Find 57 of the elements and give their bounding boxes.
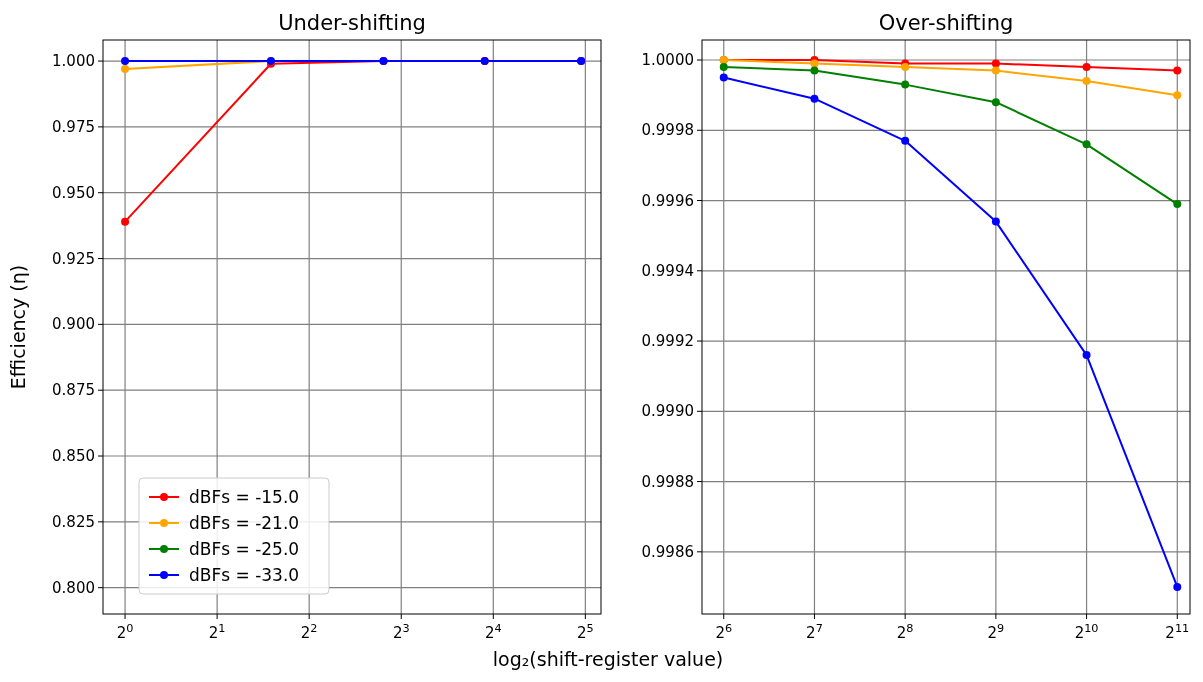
y-tick-label: 1.0000 [641,51,694,70]
x-axis-title: log₂(shift-register value) [492,648,724,670]
y-tick-label: 0.9986 [641,542,694,561]
x-tick-label: 2$^{0}$ [116,621,134,642]
x-tick-label: 2$^{1}$ [208,621,226,642]
point [810,66,819,75]
point [1173,91,1182,100]
y-tick-label: 0.800 [52,578,95,597]
x-tick-label: 2$^{10}$ [1074,621,1099,642]
legend-label: dBFs = -33.0 [189,565,300,585]
y-tick-label: 0.9990 [641,402,694,421]
point [1082,351,1091,360]
x-tick-label: 2$^{2}$ [300,621,318,642]
y-tick-label: 0.950 [52,183,95,202]
y-axis-title: Efficiency (η) [7,264,29,390]
x-tick-label: 2$^{11}$ [1165,621,1190,642]
point [991,59,1000,68]
point [1082,140,1091,149]
y-tick-label: 0.875 [52,381,95,400]
y-tick-label: 0.9998 [641,121,694,140]
x-tick-label: 2$^{6}$ [715,621,733,642]
point [991,66,1000,75]
y-tick-label: 1.000 [52,52,95,71]
point [1082,63,1091,72]
x-tick-label: 2$^{3}$ [392,621,410,642]
x-tick-label: 2$^{7}$ [806,621,823,642]
point [901,136,910,145]
y-tick-label: 0.925 [52,249,95,268]
point [1173,66,1182,75]
chart-title: Under-shifting [278,11,426,35]
y-tick-label: 0.850 [52,447,95,466]
point [991,217,1000,226]
point [901,63,910,72]
point [991,98,1000,107]
point [810,59,819,68]
y-tick-label: 0.9992 [641,332,694,351]
y-tick-label: 0.975 [52,117,95,136]
x-tick-label: 2$^{5}$ [577,621,594,642]
legend-label: dBFs = -25.0 [189,539,300,559]
point [1173,582,1182,591]
point [719,63,728,72]
y-tick-label: 0.9996 [641,191,694,210]
x-tick-label: 2$^{4}$ [484,621,502,642]
x-tick-label: 2$^{9}$ [987,621,1005,642]
point [901,80,910,89]
point [810,94,819,103]
legend-label: dBFs = -15.0 [189,487,300,507]
chart-title: Over-shifting [878,11,1014,35]
y-tick-label: 0.900 [52,315,95,334]
point [1082,77,1091,86]
y-tick-label: 0.9994 [641,261,694,280]
legend-label: dBFs = -21.0 [189,513,300,533]
point [1173,200,1182,209]
x-tick-label: 2$^{8}$ [896,621,914,642]
point [719,73,728,82]
y-tick-label: 0.9988 [641,472,694,491]
y-tick-label: 0.825 [52,512,95,531]
